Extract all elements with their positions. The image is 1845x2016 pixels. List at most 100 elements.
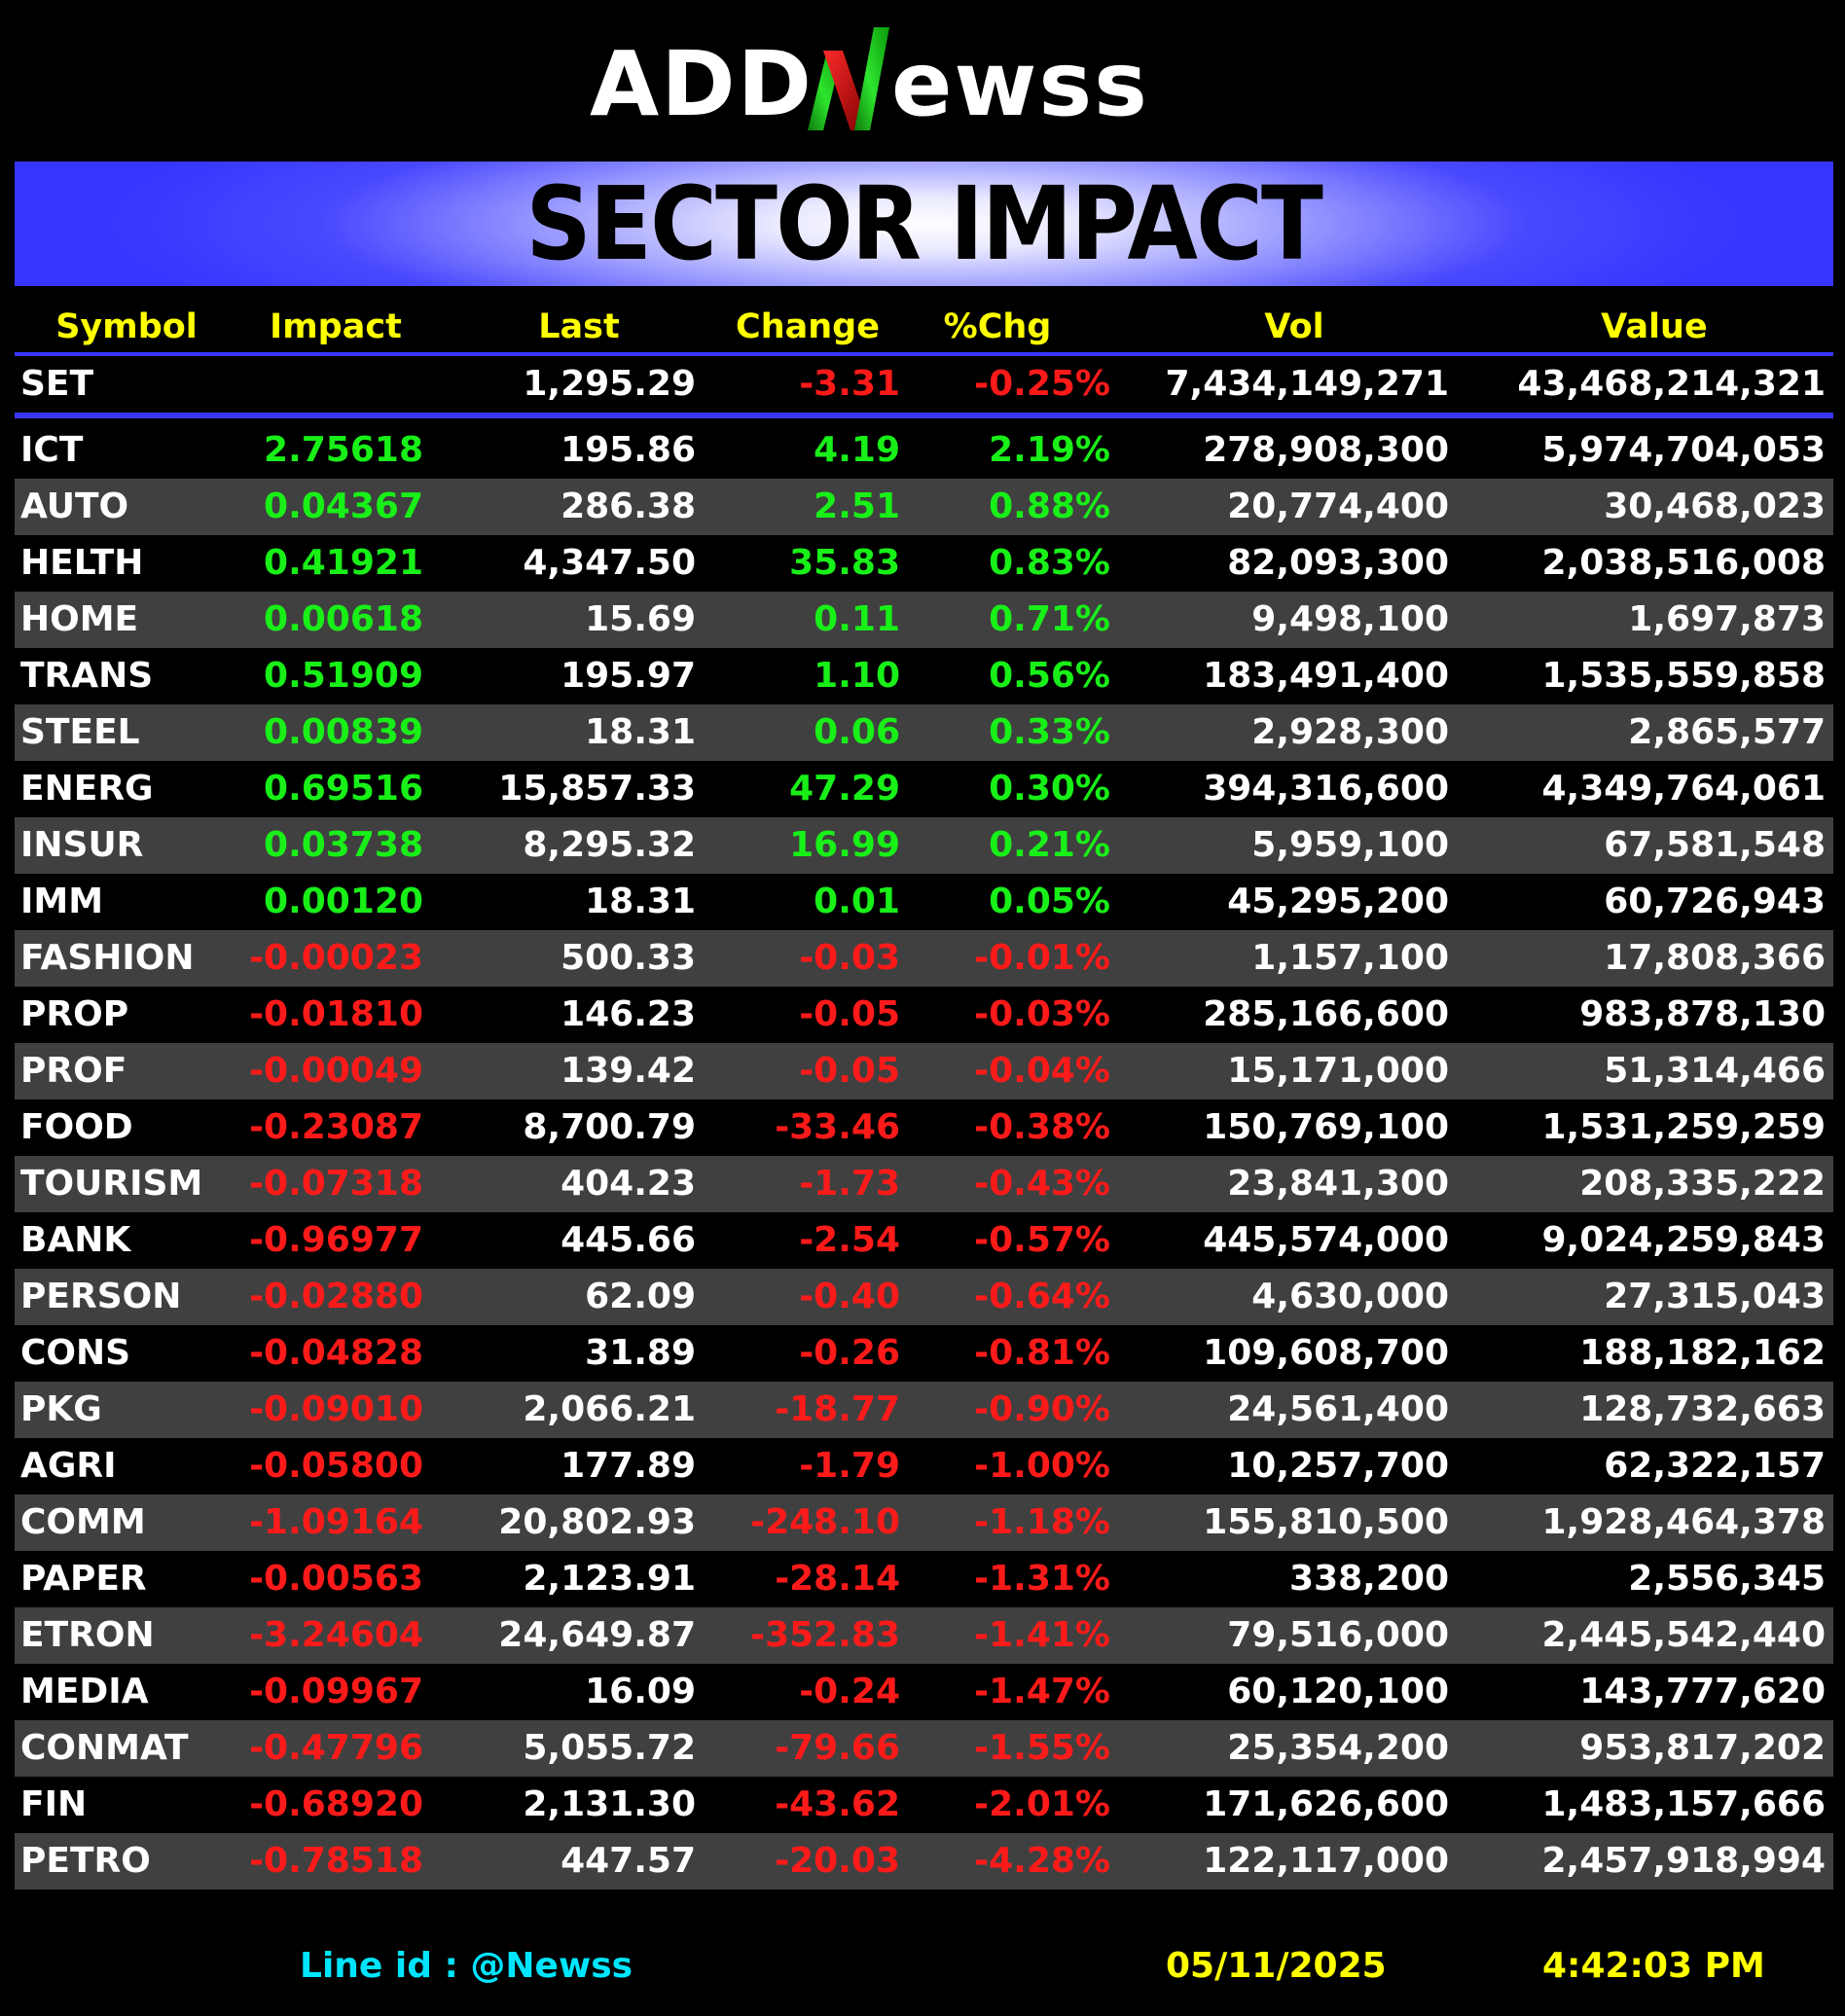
cell-symbol: INSUR [20, 825, 144, 865]
cell-impact: -0.23087 [249, 1107, 423, 1147]
svg-text:ADD: ADD [590, 32, 814, 136]
cell-volume: 10,257,700 [1227, 1446, 1449, 1486]
cell-volume: 20,774,400 [1227, 486, 1449, 526]
cell-last: 4,347.50 [523, 543, 696, 583]
cell-last: 139.42 [561, 1051, 696, 1091]
cell-value: 60,726,943 [1604, 882, 1826, 921]
cell-volume: 278,908,300 [1203, 430, 1449, 470]
table-row: FIN -0.68920 2,131.30 -43.62 -2.01% 171,626,6… [15, 1777, 1833, 1833]
cell-last: 447.57 [561, 1841, 696, 1881]
cell-impact: 0.69516 [264, 769, 423, 809]
cell-impact: -0.78518 [249, 1841, 423, 1881]
report-date: 05/11/2025 [1166, 1946, 1387, 1986]
cell-pct-change: -1.41% [974, 1615, 1110, 1655]
cell-last: 31.89 [585, 1333, 696, 1373]
table-row: TOURISM -0.07318 404.23 -1.73 -0.43% 23,841,3… [15, 1156, 1833, 1212]
cell-volume: 15,171,000 [1227, 1051, 1449, 1091]
cell-impact: -1.09164 [249, 1502, 423, 1542]
cell-last: 5,055.72 [523, 1728, 696, 1768]
column-header-symbol: Symbol [55, 307, 198, 346]
cell-change: 0.01 [814, 882, 900, 921]
table-row: PERSON -0.02880 62.09 -0.40 -0.64% 4,630,000 2… [15, 1269, 1833, 1325]
cell-change: -28.14 [775, 1559, 900, 1599]
column-header-value: Value [1601, 307, 1708, 346]
cell-pct-change: 0.21% [989, 825, 1110, 865]
table-row: MEDIA -0.09967 16.09 -0.24 -1.47% 60,120,100 1… [15, 1664, 1833, 1720]
cell-symbol: PAPER [20, 1559, 147, 1599]
cell-last: 195.97 [561, 656, 696, 696]
cell-change: -0.40 [799, 1277, 900, 1316]
table-row: PAPER -0.00563 2,123.91 -28.14 -1.31% 338,200… [15, 1551, 1833, 1607]
cell-value: 17,808,366 [1604, 938, 1826, 978]
cell-volume: 24,561,400 [1227, 1389, 1449, 1429]
cell-pct-change: -2.01% [974, 1784, 1110, 1824]
cell-symbol: PETRO [20, 1841, 151, 1881]
cell-value: 1,928,464,378 [1541, 1502, 1826, 1542]
cell-symbol: ICT [20, 430, 84, 470]
cell-value: 9,024,259,843 [1541, 1220, 1826, 1260]
cell-value: 188,182,162 [1579, 1333, 1826, 1373]
table-row: PETRO -0.78518 447.57 -20.03 -4.28% 122,117,0… [15, 1833, 1833, 1890]
cell-impact: 0.03738 [264, 825, 423, 865]
cell-last: 8,295.32 [523, 825, 696, 865]
cell-last: 2,131.30 [523, 1784, 696, 1824]
cell-last: 1,295.29 [523, 364, 696, 404]
cell-last: 195.86 [561, 430, 696, 470]
cell-value: 1,697,873 [1628, 599, 1826, 639]
cell-value: 1,535,559,858 [1541, 656, 1826, 696]
cell-last: 15,857.33 [498, 769, 696, 809]
cell-symbol: TRANS [20, 656, 154, 696]
cell-change: -0.03 [799, 938, 900, 978]
cell-change: -33.46 [775, 1107, 900, 1147]
table-row: FASHION -0.00023 500.33 -0.03 -0.01% 1,157,10… [15, 930, 1833, 987]
sector-table: Symbol Impact Last Change %Chg Vol Value… [15, 300, 1833, 1890]
column-header-last: Last [538, 307, 620, 346]
line-id-label: Line id : @Newss [300, 1946, 633, 1986]
cell-change: 1.10 [814, 656, 900, 696]
cell-symbol: PROF [20, 1051, 127, 1091]
cell-pct-change: -0.38% [974, 1107, 1110, 1147]
cell-symbol: IMM [20, 882, 104, 921]
cell-pct-change: -0.64% [974, 1277, 1110, 1316]
cell-impact: -0.09010 [249, 1389, 423, 1429]
cell-value: 5,974,704,053 [1541, 430, 1826, 470]
cell-symbol: HELTH [20, 543, 144, 583]
addnewss-logo-mark: ADD ewss [590, 27, 1147, 136]
cell-pct-change: -0.81% [974, 1333, 1110, 1373]
table-row: AUTO 0.04367 286.38 2.51 0.88% 20,774,400 30,4… [15, 479, 1833, 535]
cell-pct-change: 0.30% [989, 769, 1110, 809]
cell-pct-change: -0.43% [974, 1164, 1110, 1204]
cell-last: 500.33 [561, 938, 696, 978]
table-row: AGRI -0.05800 177.89 -1.79 -1.00% 10,257,700 6… [15, 1438, 1833, 1494]
cell-impact: -0.00023 [249, 938, 423, 978]
cell-value: 4,349,764,061 [1541, 769, 1826, 809]
cell-last: 8,700.79 [523, 1107, 696, 1147]
cell-change: -20.03 [775, 1841, 900, 1881]
table-row: IMM 0.00120 18.31 0.01 0.05% 45,295,200 60,726… [15, 874, 1833, 930]
logo-n-mark [808, 27, 889, 130]
cell-change: -79.66 [775, 1728, 900, 1768]
cell-impact [209, 356, 423, 413]
cell-pct-change: -0.03% [974, 994, 1110, 1034]
cell-value: 67,581,548 [1604, 825, 1826, 865]
column-header-change: Change [736, 307, 880, 346]
cell-change: -43.62 [775, 1784, 900, 1824]
cell-change: -1.73 [799, 1164, 900, 1204]
column-header-pct-change: %Chg [943, 307, 1052, 346]
cell-volume: 9,498,100 [1251, 599, 1449, 639]
cell-change: -2.54 [799, 1220, 900, 1260]
cell-volume: 338,200 [1289, 1559, 1449, 1599]
cell-symbol: MEDIA [20, 1672, 149, 1711]
cell-impact: 0.04367 [264, 486, 423, 526]
table-row: PROP -0.01810 146.23 -0.05 -0.03% 285,166,600… [15, 987, 1833, 1043]
cell-impact: -0.04828 [249, 1333, 423, 1373]
cell-pct-change: -1.47% [974, 1672, 1110, 1711]
cell-value: 30,468,023 [1604, 486, 1826, 526]
cell-symbol: FIN [20, 1784, 88, 1824]
cell-impact: -0.09967 [249, 1672, 423, 1711]
cell-volume: 394,316,600 [1203, 769, 1449, 809]
cell-symbol: SET [20, 364, 94, 404]
cell-symbol: COMM [20, 1502, 146, 1542]
cell-symbol: PKG [20, 1389, 102, 1429]
cell-symbol: CONS [20, 1333, 131, 1373]
